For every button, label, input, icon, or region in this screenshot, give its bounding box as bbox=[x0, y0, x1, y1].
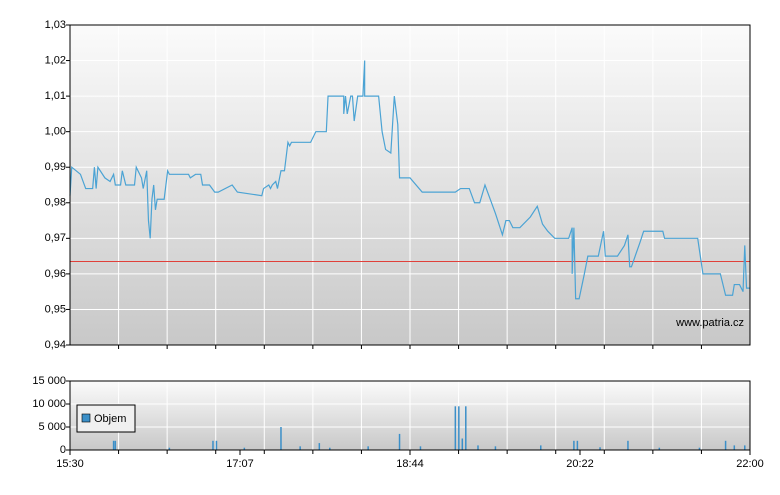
y-tick-label: 0 bbox=[60, 444, 66, 456]
watermark: www.patria.cz bbox=[675, 317, 744, 329]
volume-bar bbox=[168, 447, 171, 450]
x-tick-label: 22:00 bbox=[736, 458, 764, 470]
volume-bar bbox=[212, 440, 214, 450]
volume-bar bbox=[329, 447, 331, 450]
volume-bar bbox=[573, 440, 575, 450]
y-tick-label: 0,94 bbox=[45, 339, 66, 351]
volume-bar bbox=[398, 433, 401, 450]
volume-bar bbox=[215, 440, 218, 450]
volume-bar bbox=[477, 445, 479, 450]
volume-bar bbox=[540, 445, 542, 450]
legend-label: Objem bbox=[94, 413, 126, 425]
volume-bar bbox=[494, 446, 497, 450]
y-tick-label: 1,03 bbox=[45, 19, 66, 31]
plot-frame bbox=[69, 24, 751, 346]
volume-bar bbox=[658, 447, 661, 450]
volume-bar bbox=[280, 427, 282, 450]
volume-bar bbox=[724, 440, 727, 450]
volume-bar bbox=[465, 406, 467, 450]
volume-bar bbox=[243, 447, 246, 450]
y-tick-label: 1,02 bbox=[45, 54, 66, 66]
y-tick-label: 0,97 bbox=[45, 232, 66, 244]
y-tick-label: 1,01 bbox=[45, 90, 66, 102]
volume-bar bbox=[744, 445, 746, 450]
volume-bar bbox=[461, 438, 464, 450]
volume-bar bbox=[599, 447, 601, 450]
y-tick-label: 5 000 bbox=[38, 421, 66, 433]
volume-bar bbox=[419, 446, 422, 450]
volume-bar bbox=[299, 446, 301, 450]
y-tick-label: 0,99 bbox=[45, 161, 66, 173]
y-tick-label: 1,00 bbox=[45, 126, 66, 138]
volume-bar bbox=[114, 440, 117, 450]
y-tick-label: 0,98 bbox=[45, 197, 66, 209]
plot-frame bbox=[69, 380, 751, 451]
y-tick-label: 0,95 bbox=[45, 303, 66, 315]
x-tick-label: 15:30 bbox=[56, 458, 84, 470]
x-tick-label: 18:44 bbox=[396, 458, 424, 470]
volume-bar bbox=[733, 445, 736, 450]
vertical-grid bbox=[118, 25, 702, 450]
volume-bar bbox=[627, 440, 629, 450]
legend-swatch bbox=[81, 413, 91, 423]
x-tick-label: 20:22 bbox=[566, 458, 594, 470]
volume-bar bbox=[318, 443, 321, 450]
y-tick-label: 0,96 bbox=[45, 268, 66, 280]
x-tick-label: 17:07 bbox=[226, 458, 254, 470]
volume-bar bbox=[367, 446, 369, 450]
volume-bar bbox=[698, 447, 701, 450]
volume-bar bbox=[458, 406, 460, 450]
volume-bar bbox=[576, 440, 579, 450]
y-tick-label: 15 000 bbox=[32, 375, 66, 387]
price-line bbox=[69, 60, 750, 300]
y-tick-label: 10 000 bbox=[32, 398, 66, 410]
volume-bar bbox=[454, 406, 457, 450]
volume-bar bbox=[112, 440, 115, 450]
